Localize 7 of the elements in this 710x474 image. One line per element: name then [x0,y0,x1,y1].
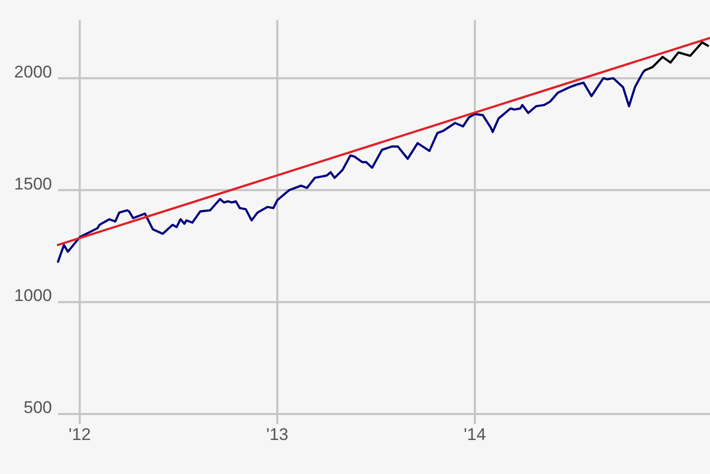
y-tick-label: 2000 [14,62,52,82]
x-tick-label: '14 [464,425,486,444]
x-tick-label: '12 [68,425,91,444]
y-tick-label: 1500 [14,174,52,194]
y-tick-label: 500 [24,398,52,418]
y-tick-label: 1000 [14,286,52,306]
x-tick-label: '13 [266,425,288,444]
